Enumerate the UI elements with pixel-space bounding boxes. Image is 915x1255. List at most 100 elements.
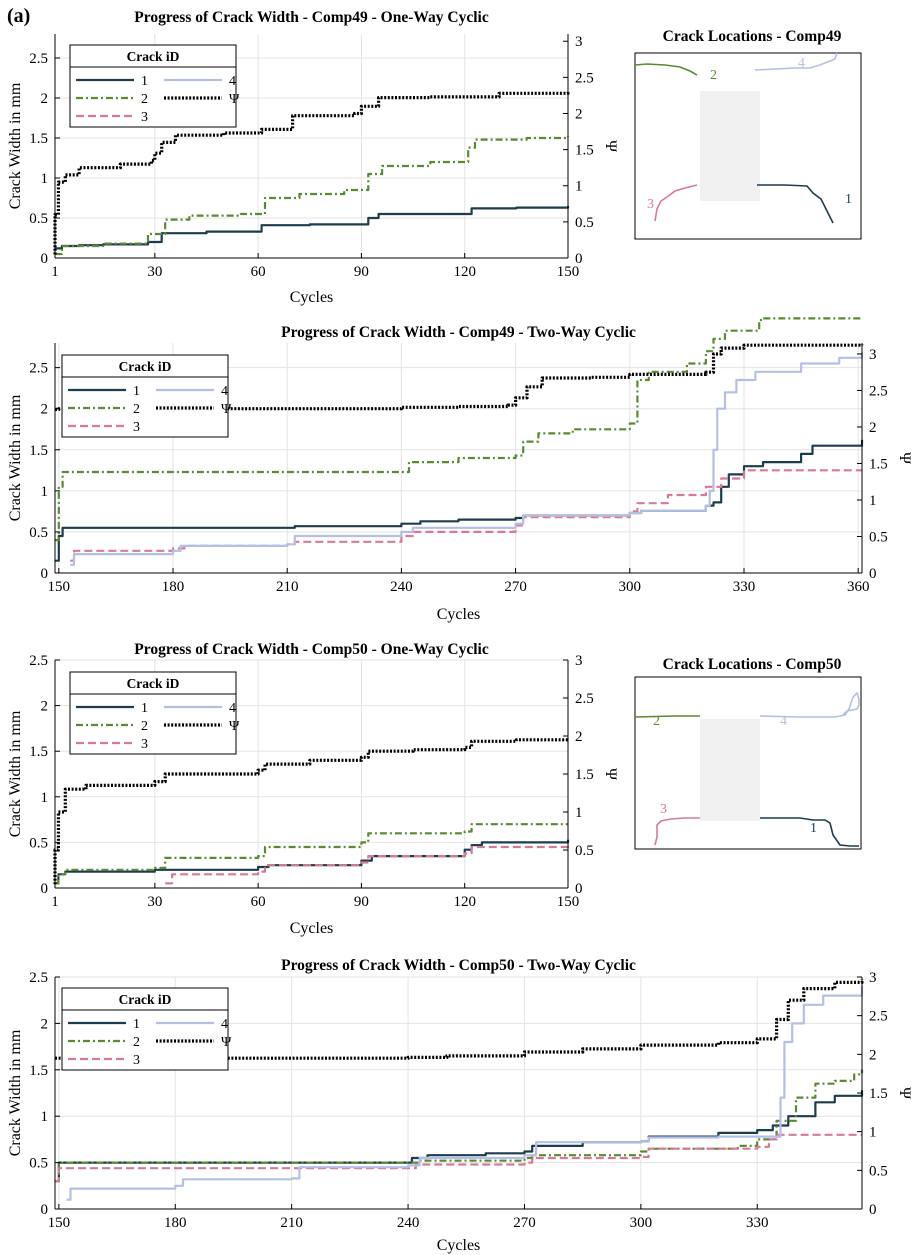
series-line-psi: [55, 979, 864, 1060]
x-tick-label: 90: [354, 894, 369, 910]
y-tick-label: 0: [41, 881, 49, 897]
series-line-crack-2: [55, 317, 864, 542]
series-line-crack-4: [66, 986, 864, 1201]
y-tick-label: 0.5: [29, 835, 48, 851]
x-tick-label: 150: [48, 579, 71, 595]
y-tick-label: 1.5: [29, 443, 48, 459]
legend-title: Crack iD: [127, 49, 180, 64]
x-axis-label: Cycles: [290, 920, 334, 937]
legend-label: 4: [229, 701, 236, 716]
y2-tick-label: 0.5: [575, 843, 594, 859]
y2-axis-label: Ψ: [896, 452, 913, 464]
y2-tick-label: 0: [869, 566, 877, 582]
x-tick-label: 150: [557, 264, 580, 280]
y-tick-label: 2.5: [29, 361, 48, 377]
series-line-crack-3: [165, 845, 570, 885]
crack-path-2: [634, 63, 698, 76]
series-line-crack-2: [55, 136, 570, 256]
crack-label-3: 3: [647, 197, 654, 212]
y-tick-label: 0.5: [29, 1156, 48, 1172]
legend-label: 3: [141, 737, 148, 752]
y-tick-label: 1.5: [29, 131, 48, 147]
y-tick-label: 2: [41, 1016, 49, 1032]
y2-tick-label: 2: [575, 106, 583, 122]
y2-tick-label: 2.5: [575, 691, 594, 707]
y-tick-label: 0.5: [29, 211, 48, 227]
y-tick-label: 2.5: [29, 970, 48, 986]
legend-title: Crack iD: [119, 992, 172, 1007]
x-tick-label: 300: [619, 579, 642, 595]
crack-path-1: [757, 184, 834, 224]
y-tick-label: 1: [41, 484, 49, 500]
legend-title: Crack iD: [119, 359, 172, 374]
y-tick-label: 1: [41, 171, 49, 187]
crack-path-3: [654, 184, 698, 222]
series-line-crack-1: [55, 206, 570, 250]
legend-label: 2: [141, 92, 148, 107]
y2-axis-label: Ψ: [602, 768, 619, 780]
figure-label: (a): [7, 5, 30, 27]
y2-tick-label: 0: [869, 1202, 877, 1218]
legend-label: 3: [133, 420, 140, 435]
legend-label: Ψ: [221, 1035, 232, 1050]
series-line-psi: [53, 91, 570, 255]
crack-label-1: 1: [845, 192, 852, 207]
x-tick-label: 90: [354, 264, 369, 280]
y-tick-label: 0.5: [29, 525, 48, 541]
legend: Crack iD 1 2 3 4 Ψ: [69, 44, 240, 128]
y-tick-label: 2.5: [29, 653, 48, 669]
y-tick-label: 2.5: [29, 51, 48, 67]
crack-location-panel-2: Crack Locations - Comp50 1 2 3 4: [634, 656, 862, 850]
y2-tick-label: 0: [575, 251, 583, 267]
legend-label: 4: [221, 1017, 228, 1032]
legend-label: Ψ: [229, 719, 240, 734]
chart-2: 150 180 210 240 270 300 330 36000.511.522.500.5…: [7, 317, 913, 623]
y-tick-label: 1.5: [29, 1063, 48, 1079]
y-tick-label: 1: [41, 1109, 49, 1125]
y-axis-label: Crack Width in mm: [7, 1029, 24, 1156]
y-tick-label: 1: [41, 790, 49, 806]
y2-tick-label: 1.5: [869, 456, 888, 472]
x-tick-label: 60: [251, 264, 266, 280]
x-tick-label: 30: [147, 264, 162, 280]
y2-tick-label: 2.5: [869, 1009, 888, 1025]
x-tick-label: 180: [162, 579, 185, 595]
x-axis-label: Cycles: [290, 289, 334, 306]
x-tick-label: 270: [504, 579, 527, 595]
chart-title: Progress of Crack Width - Comp49 - Two-W…: [281, 324, 636, 341]
x-tick-label: 120: [453, 894, 476, 910]
legend-label: 4: [221, 384, 228, 399]
crack-path-3: [654, 817, 700, 846]
y2-tick-label: 3: [575, 653, 583, 669]
legend-label: 4: [229, 74, 236, 89]
legend: Crack iD 1 2 3 4 Ψ: [69, 671, 240, 755]
y2-tick-label: 2: [869, 420, 877, 436]
x-tick-label: 270: [513, 1215, 536, 1231]
y2-tick-label: 0.5: [869, 1163, 888, 1179]
y-tick-label: 0: [41, 251, 49, 267]
series-line-crack-4: [70, 352, 864, 566]
y2-tick-label: 2.5: [869, 383, 888, 399]
chart-1: 1 30 60 90 120 15000.511.522.500.511.522.53Pr…: [7, 9, 619, 306]
legend-label: 1: [133, 384, 140, 399]
crack-path-4: [754, 52, 838, 71]
x-tick-label: 120: [453, 264, 476, 280]
legend-box: [69, 44, 237, 128]
legend-label: 1: [141, 701, 148, 716]
x-tick-label: 60: [251, 894, 266, 910]
legend-label: 1: [133, 1017, 140, 1032]
crack-location-panel-1: Crack Locations - Comp49 1 2 3 4: [634, 28, 862, 240]
y2-tick-label: 2: [575, 729, 583, 745]
x-tick-label: 210: [276, 579, 299, 595]
y2-tick-label: 1: [869, 1125, 877, 1141]
chart-title: Progress of Crack Width - Comp50 - One-W…: [134, 641, 489, 658]
crack-path-2: [634, 715, 700, 718]
specimen-mask: [700, 91, 760, 201]
crack-path-4: [759, 691, 860, 718]
x-tick-label: 1: [51, 894, 59, 910]
y-axis-label: Crack Width in mm: [7, 710, 24, 837]
y2-tick-label: 3: [869, 970, 877, 986]
y2-tick-label: 1.5: [869, 1086, 888, 1102]
crack-label-2: 2: [710, 68, 717, 83]
y2-tick-label: 3: [575, 34, 583, 50]
